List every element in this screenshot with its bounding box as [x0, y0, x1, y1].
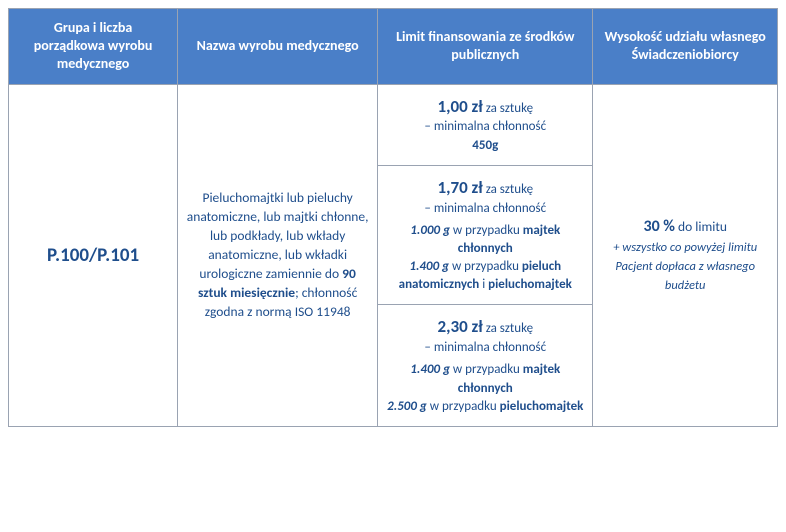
limit2-spec1-amt: 1.000 g [410, 223, 450, 238]
limit3-price: 2,30 zł [437, 316, 482, 337]
limit3-spec1-amt: 1.400 g [410, 362, 450, 377]
limit1-per: za sztukę [483, 101, 533, 116]
contribution-suffix: do limitu [675, 218, 727, 235]
limit2-spec2-amt: 1.400 g [409, 259, 449, 274]
reimbursement-table: Grupa i liczba porządkowa wyrobu medyczn… [8, 8, 778, 427]
header-name: Nazwa wyrobu medycznego [178, 9, 378, 85]
limit2-per: za sztukę [483, 182, 533, 197]
cell-contribution: 30 % do limitu + wszystko co powyżej lim… [593, 84, 778, 426]
header-group: Grupa i liczba porządkowa wyrobu medyczn… [9, 9, 178, 85]
limit3-spec1-txt: w przypadku [450, 362, 523, 377]
cell-limit-2: 1,70 zł za sztukę – minimalna chłonność … [378, 165, 593, 305]
limit2-spec2-txt: w przypadku [449, 259, 522, 274]
table-header-row: Grupa i liczba porządkowa wyrobu medyczn… [9, 9, 778, 85]
limit2-price: 1,70 zł [437, 177, 482, 198]
header-limit: Limit finansowania ze środków publicznyc… [378, 9, 593, 85]
limit2-line2: – minimalna chłonność [424, 201, 546, 216]
contribution-note: + wszystko co powyżej limitu Pacjent dop… [613, 240, 757, 293]
product-code: P.100/P.101 [47, 244, 139, 267]
cell-limit-1: 1,00 zł za sztukę – minimalna chłonność … [378, 84, 593, 165]
contribution-pct: 30 % [643, 217, 675, 236]
limit3-spec2-amt: 2.500 g [387, 399, 427, 414]
cell-description: Pieluchomajtki lub pieluchy anatomiczne,… [178, 84, 378, 426]
limit3-spec2-target: pieluchomajtek [500, 399, 584, 414]
limit3-per: za sztukę [483, 321, 533, 336]
limit1-line2: – minimalna chłonność [424, 119, 546, 134]
header-contribution: Wysokość udziału własnego Świadczeniobio… [593, 9, 778, 85]
limit1-price: 1,00 zł [437, 96, 482, 117]
limit3-spec2-txt: w przypadku [427, 399, 500, 414]
limit2-spec2-joiner: i [479, 277, 488, 292]
limit3-line2: – minimalna chłonność [424, 340, 546, 355]
cell-code: P.100/P.101 [9, 84, 178, 426]
cell-limit-3: 2,30 zł za sztukę – minimalna chłonność … [378, 305, 593, 427]
table-row: P.100/P.101 Pieluchomajtki lub pieluchy … [9, 84, 778, 165]
limit2-spec1-txt: w przypadku [450, 223, 523, 238]
limit2-spec2-target2: pieluchomajtek [488, 277, 572, 292]
limit1-absorb: 450g [472, 138, 498, 153]
